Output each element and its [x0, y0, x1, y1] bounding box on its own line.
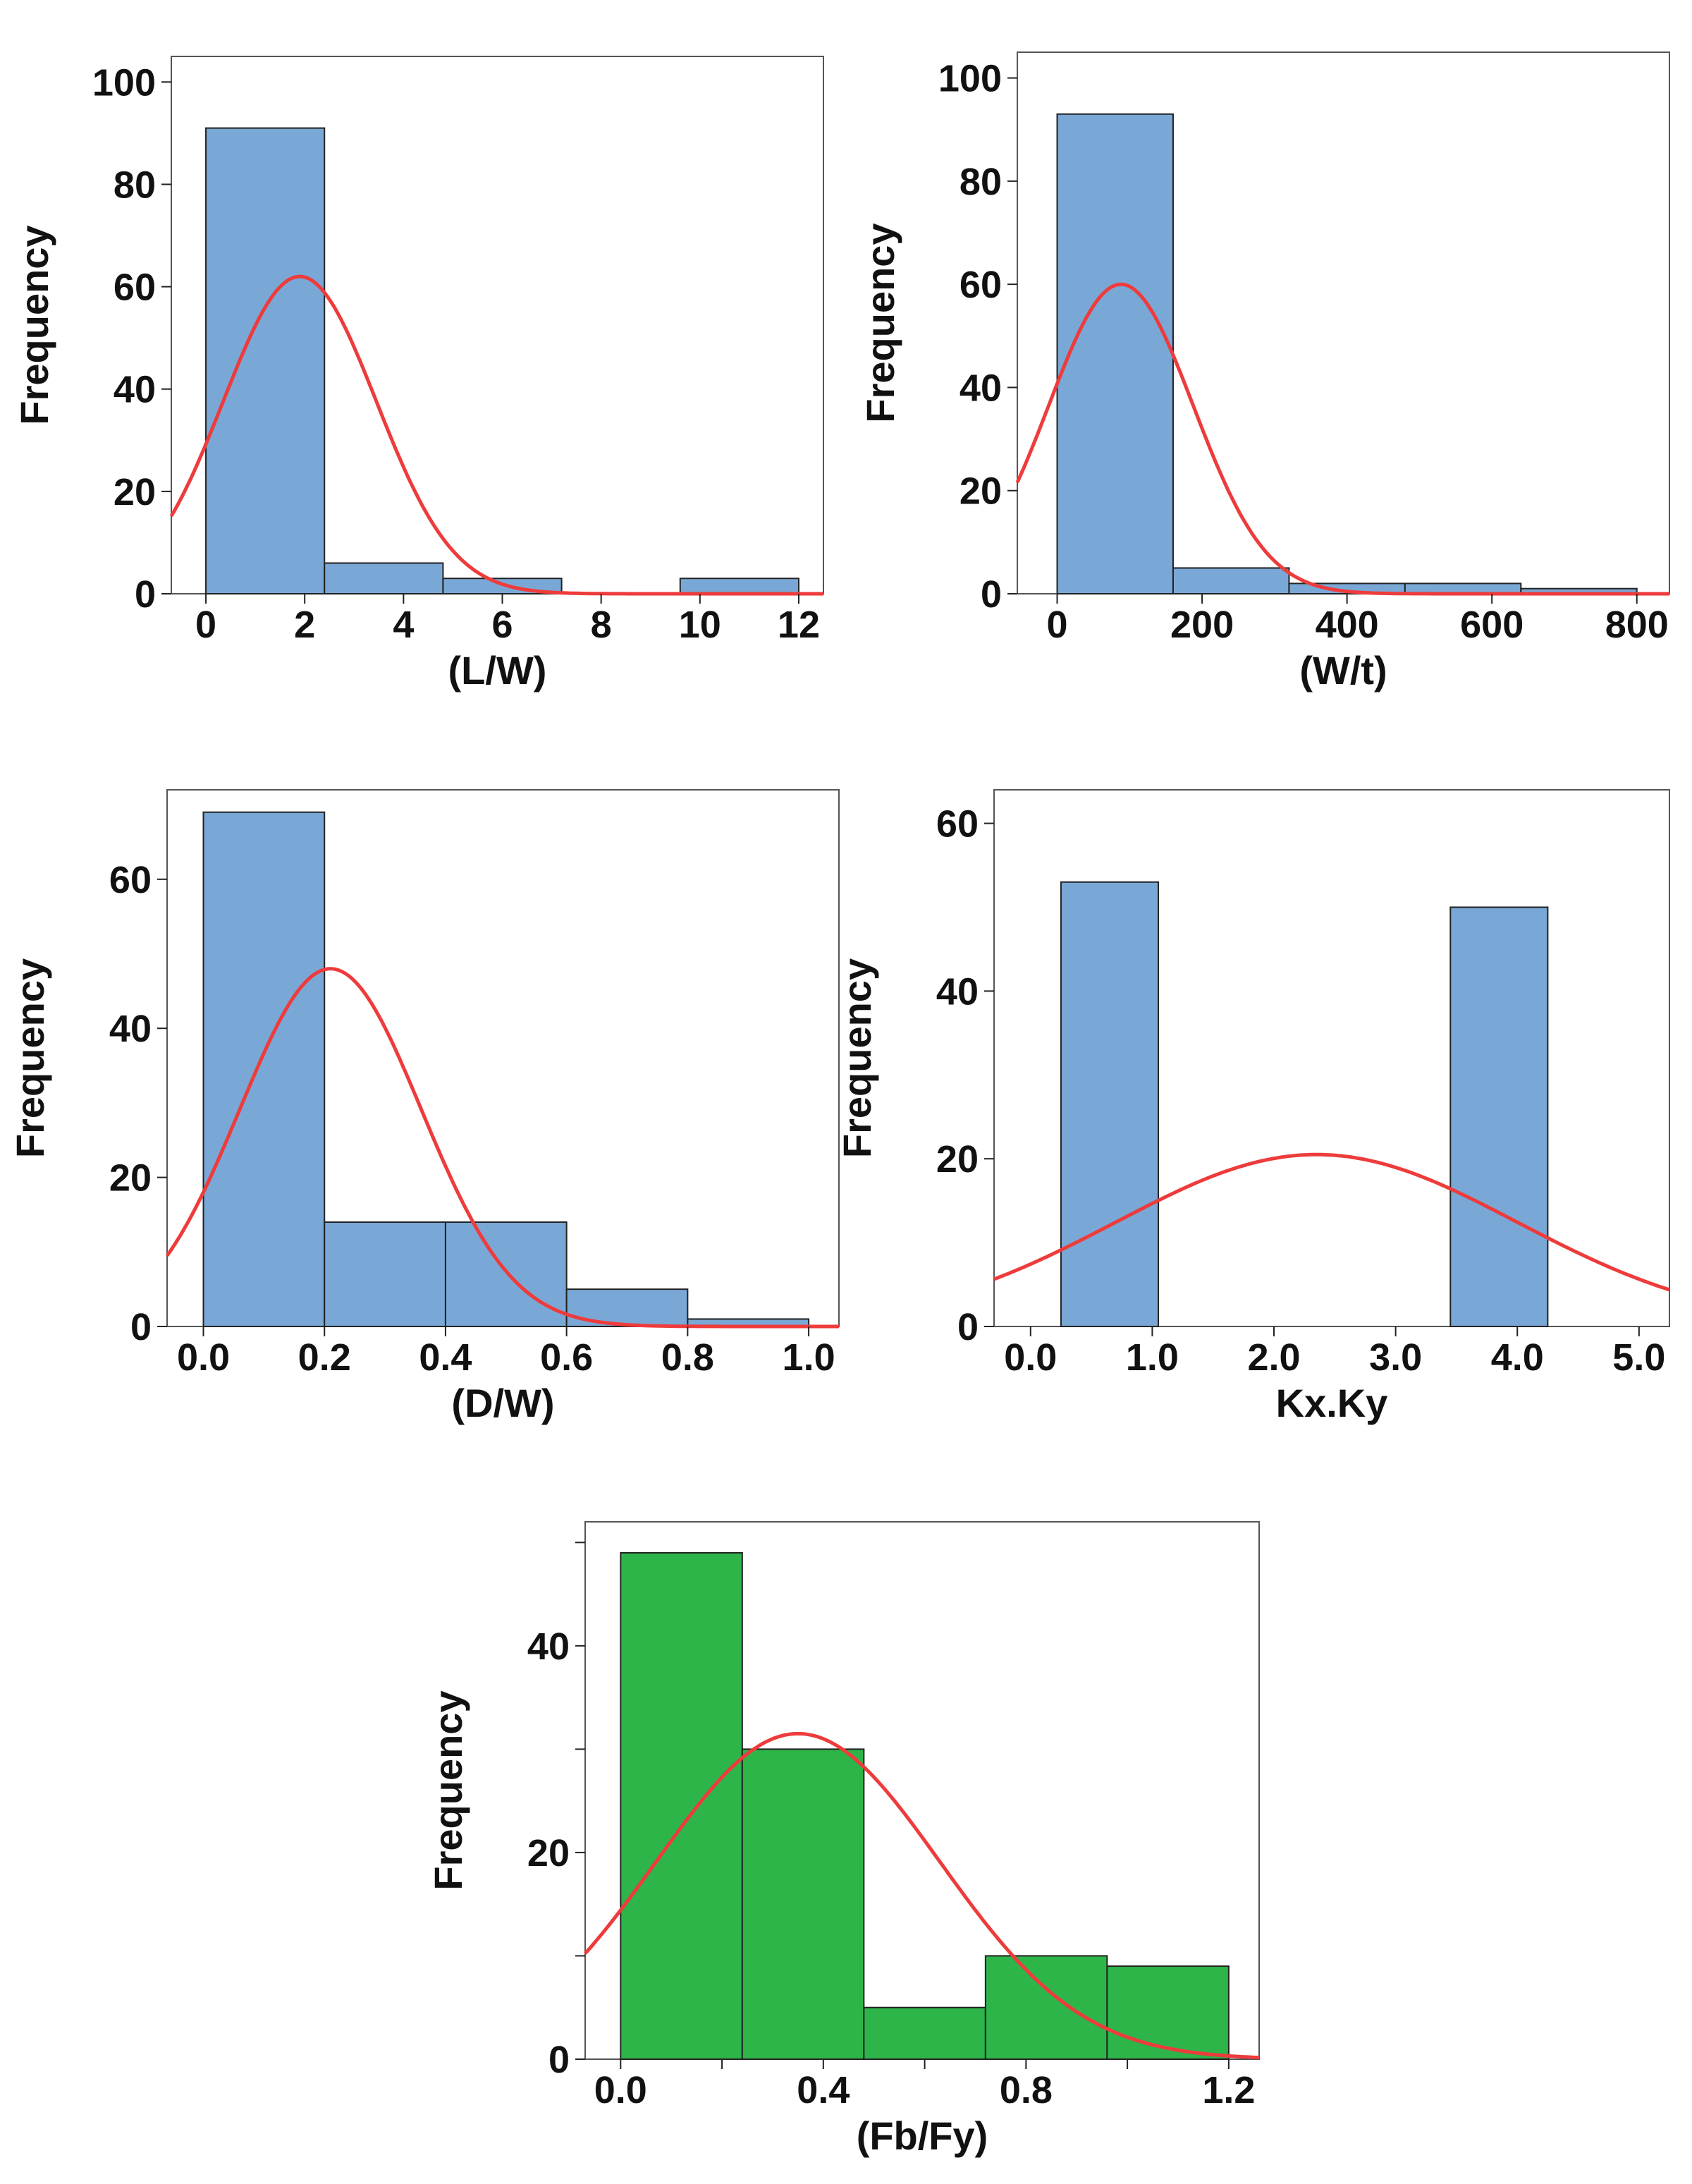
- lw-normal-curve: [169, 274, 823, 596]
- kxky-x-axis-label: Kx.Ky: [1276, 1381, 1388, 1425]
- lw-x-tick-label-6: 12: [778, 604, 820, 646]
- lw-x-tick-label-3: 6: [491, 604, 513, 646]
- kxky-y-tick-label-0: 0: [957, 1306, 979, 1348]
- kxky-bar-1: [1060, 881, 1160, 1327]
- dw-x-tick-label-0: 0.0: [177, 1336, 230, 1379]
- kxky-normal-curve: [993, 1152, 1670, 1292]
- fbfy-x-tick-label-1: 0.4: [797, 2069, 850, 2111]
- dw-y-tick-label-3: 60: [109, 859, 152, 901]
- lw-y-tick-label-3: 60: [114, 267, 156, 309]
- kxky-x-tick-label-2: 2.0: [1247, 1336, 1300, 1379]
- fbfy-histogram-panel: 0.0 0.4 0.8 1.2 0 20 40 (Fb/Fy) Frequency: [426, 1521, 1260, 2158]
- fbfy-bar-1: [620, 1551, 743, 2060]
- lw-y-tick-label-0: 0: [135, 573, 156, 616]
- fbfy-x-tick-label-2: 0.8: [1000, 2069, 1053, 2111]
- lw-y-tick-label-4: 80: [114, 164, 156, 206]
- wt-bar-1: [1056, 113, 1174, 594]
- fbfy-normal-curve: [584, 1731, 1260, 2060]
- lw-x-tick-label-1: 2: [294, 604, 315, 646]
- wt-histogram-panel: 0 200 400 600 800 0 20 40 60 80 100 (W/t) Frequency: [858, 51, 1670, 693]
- kxky-y-tick-label-1: 20: [936, 1138, 979, 1181]
- dw-x-tick-label-1: 0.2: [298, 1336, 351, 1379]
- kxky-histogram-panel: 0.0 1.0 2.0 3.0 4.0 5.0 0 20 40 60 Kx.Ky Frequency: [835, 789, 1670, 1425]
- dw-histogram-panel: 0.0 0.2 0.4 0.6 0.8 1.0 0 20 40 60 (D/W) Frequency: [8, 789, 840, 1425]
- fbfy-x-tick-label-0: 0.0: [594, 2069, 647, 2111]
- lw-bar-4: [679, 578, 799, 595]
- kxky-y-axis-label: Frequency: [835, 958, 879, 1158]
- wt-x-axis-label: (W/t): [1299, 648, 1387, 693]
- lw-x-axis-label: (L/W): [448, 648, 547, 693]
- kxky-y-tick-label-2: 40: [936, 970, 979, 1013]
- wt-y-tick-label-3: 60: [960, 264, 1002, 306]
- dw-y-tick-label-2: 40: [109, 1008, 152, 1050]
- dw-bar-2: [324, 1221, 446, 1328]
- kxky-x-tick-label-5: 5.0: [1612, 1336, 1665, 1379]
- lw-y-axis-label: Frequency: [12, 225, 56, 425]
- wt-x-tick-label-3: 600: [1460, 604, 1524, 646]
- dw-y-axis-label: Frequency: [8, 958, 52, 1158]
- lw-x-tick-label-0: 0: [195, 604, 216, 646]
- wt-x-tick-label-4: 800: [1605, 604, 1669, 646]
- wt-y-tick-label-1: 20: [960, 470, 1002, 513]
- lw-y-tick-label-1: 20: [114, 471, 156, 513]
- dw-x-tick-label-4: 0.8: [661, 1336, 714, 1379]
- kxky-bar-2: [1449, 906, 1549, 1327]
- wt-y-axis-label: Frequency: [858, 223, 902, 422]
- fbfy-x-axis-label: (Fb/Fy): [857, 2113, 988, 2158]
- wt-x-tick-label-2: 400: [1316, 604, 1379, 646]
- wt-bar-2: [1172, 567, 1290, 595]
- fbfy-x-tick-label-3: 1.2: [1202, 2069, 1255, 2111]
- dw-bar-1: [202, 811, 326, 1328]
- dw-x-tick-label-5: 1.0: [783, 1336, 835, 1379]
- wt-normal-curve: [1015, 282, 1669, 596]
- kxky-plot-frame: [993, 789, 1670, 1327]
- wt-x-tick-label-0: 0: [1047, 604, 1068, 646]
- lw-histogram-panel: 0 2 4 6 8 10 12 0 20 40 60 80 100 (L/W) Frequency: [12, 56, 824, 693]
- lw-bar-1: [205, 127, 326, 595]
- dw-x-axis-label: (D/W): [451, 1381, 554, 1425]
- lw-bar-2: [324, 562, 444, 595]
- kxky-x-tick-label-1: 1.0: [1126, 1336, 1179, 1379]
- wt-y-tick-label-5: 100: [938, 58, 1002, 100]
- wt-y-tick-label-2: 40: [960, 367, 1002, 409]
- fbfy-bar-3: [863, 2006, 986, 2060]
- dw-y-tick-label-0: 0: [130, 1306, 152, 1348]
- dw-x-tick-label-3: 0.6: [540, 1336, 593, 1379]
- lw-x-tick-label-4: 8: [591, 604, 612, 646]
- lw-y-tick-label-2: 40: [114, 369, 156, 411]
- kxky-x-tick-label-0: 0.0: [1004, 1336, 1057, 1379]
- dw-normal-curve: [165, 967, 839, 1329]
- fbfy-y-tick-label-1: 20: [527, 1832, 570, 1874]
- wt-y-tick-label-0: 0: [981, 573, 1002, 616]
- dw-bar-3: [444, 1221, 568, 1328]
- fbfy-bar-5: [1106, 1965, 1230, 2061]
- dw-x-tick-label-2: 0.4: [419, 1336, 472, 1379]
- fbfy-bar-2: [741, 1748, 865, 2060]
- kxky-x-tick-label-4: 4.0: [1491, 1336, 1544, 1379]
- wt-y-tick-label-4: 80: [960, 161, 1002, 203]
- fbfy-y-tick-label-2: 40: [527, 1625, 570, 1668]
- fbfy-y-axis-label: Frequency: [426, 1690, 470, 1890]
- kxky-y-tick-label-3: 60: [936, 803, 979, 846]
- lw-x-tick-label-2: 4: [393, 604, 414, 646]
- dw-y-tick-label-1: 20: [109, 1157, 152, 1200]
- lw-y-tick-label-5: 100: [92, 61, 156, 104]
- kxky-x-tick-label-3: 3.0: [1369, 1336, 1422, 1379]
- lw-x-tick-label-5: 10: [679, 604, 721, 646]
- fbfy-bar-4: [984, 1955, 1108, 2060]
- fbfy-y-tick-label-0: 0: [548, 2039, 570, 2081]
- wt-x-tick-label-1: 200: [1170, 604, 1234, 646]
